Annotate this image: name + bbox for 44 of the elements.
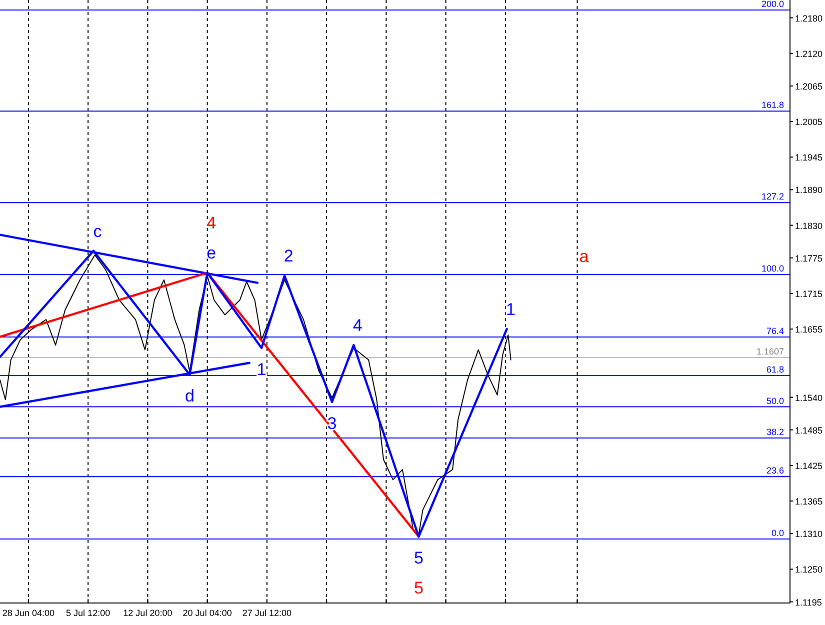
y-tick-label: 1.1830	[795, 220, 823, 231]
y-tick-label: 1.1250	[795, 564, 823, 575]
y-tick-label: 1.1310	[795, 529, 823, 540]
ref-line-label: 100.0	[761, 264, 784, 274]
y-tick-label: 1.1485	[795, 425, 823, 436]
annotation: 5	[414, 548, 424, 568]
y-tick-label: 1.1655	[795, 324, 823, 335]
x-tick-label: 27 Jul 12:00	[242, 608, 292, 618]
annotation: 1	[506, 300, 516, 320]
y-tick-label: 1.2005	[795, 117, 823, 128]
y-tick-label: 1.2120	[795, 48, 823, 59]
x-tick-label: 5 Jul 12:00	[66, 608, 110, 618]
annotation: 4	[206, 214, 216, 233]
x-tick-label: 28 Jun 04:00	[2, 608, 54, 618]
annotation: 1	[256, 360, 266, 380]
y-tick-label: 1.2065	[795, 81, 823, 92]
ref-line-label: 0.0	[771, 528, 784, 538]
y-tick-label: 1.1365	[795, 496, 823, 507]
ref-line-label: 1.1607	[756, 346, 784, 357]
x-tick-label: 12 Jul 20:00	[123, 608, 172, 618]
y-tick-label: 1.1945	[795, 152, 823, 163]
ref-line-label: 161.8	[761, 100, 784, 110]
y-tick-label: 1.2180	[795, 13, 823, 24]
annotation: a	[579, 247, 590, 266]
y-tick-label: 1.1775	[795, 253, 823, 264]
annotation: 2	[284, 246, 294, 266]
y-tick-label: 1.1890	[795, 185, 823, 196]
annotation: c	[93, 222, 102, 241]
ref-line-label: 76.4	[766, 326, 784, 336]
ref-line-label: 61.8	[766, 364, 784, 375]
y-tick-label: 1.1540	[795, 392, 823, 403]
ref-line-label: 38.2	[766, 426, 784, 437]
ref-line-label: 23.6	[766, 466, 784, 476]
annotation: e	[206, 244, 216, 263]
x-tick-label: 20 Jul 04:00	[182, 608, 232, 618]
y-tick-label: 1.1195	[795, 597, 822, 608]
annotation: 5	[414, 578, 424, 598]
annotation: d	[184, 386, 194, 406]
ref-line-label: 127.2	[761, 192, 784, 202]
y-tick-label: 1.1425	[795, 460, 823, 471]
y-tick-label: 1.1715	[795, 288, 823, 299]
ref-line-label: 200.0	[761, 0, 784, 10]
annotation: 4	[352, 316, 362, 336]
ref-line-label: 50.0	[766, 396, 784, 406]
